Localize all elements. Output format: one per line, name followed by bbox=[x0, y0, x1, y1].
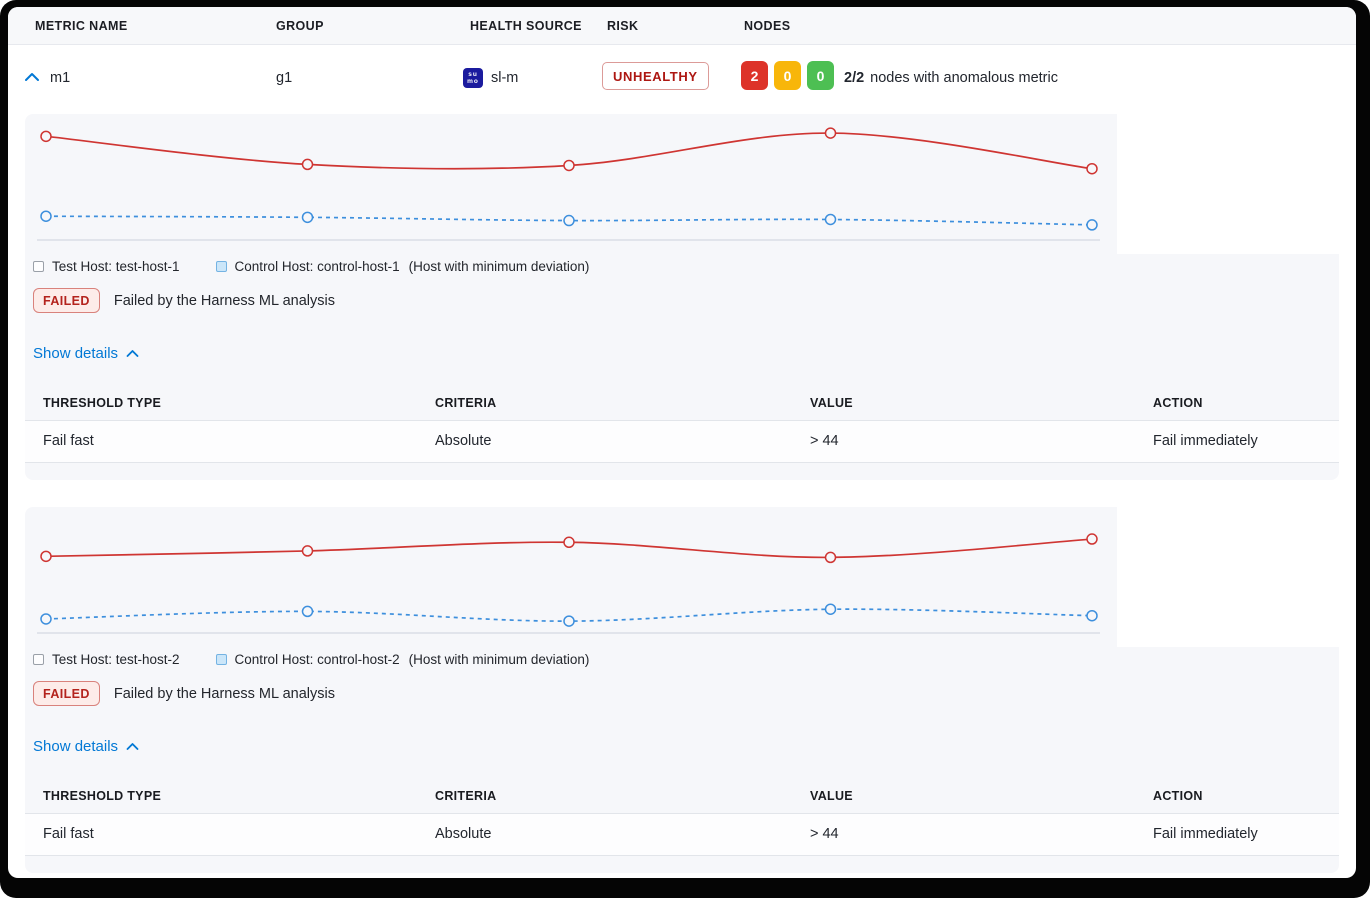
column-health-source: HEALTH SOURCE bbox=[470, 19, 582, 33]
chart-legend-2: Test Host: test-host-2 Control Host: con… bbox=[33, 649, 1339, 669]
test-host-legend-checkbox[interactable] bbox=[33, 653, 44, 665]
failed-badge: FAILED bbox=[33, 681, 100, 706]
threshold-details-table-1: THRESHOLD TYPE CRITERIA VALUE ACTION Fai… bbox=[25, 385, 1339, 463]
analysis-status-row-1: FAILED Failed by the Harness ML analysis bbox=[33, 287, 1339, 314]
show-details-label: Show details bbox=[33, 737, 119, 755]
threshold-table-header: THRESHOLD TYPE CRITERIA VALUE ACTION bbox=[25, 385, 1339, 421]
risk-badge-unhealthy: UNHEALTHY bbox=[602, 62, 709, 90]
cell-value: > 44 bbox=[810, 826, 839, 842]
metric-timeseries-chart-1[interactable] bbox=[25, 114, 1117, 254]
metric-analysis-panel: METRIC NAME GROUP HEALTH SOURCE RISK NOD… bbox=[8, 7, 1356, 878]
minimum-deviation-note: (Host with minimum deviation) bbox=[408, 651, 590, 667]
analysis-reason-text: Failed by the Harness ML analysis bbox=[113, 685, 335, 702]
chart-wrap-1 bbox=[25, 114, 1117, 254]
control-host-legend-label: Control Host: control-host-1 bbox=[234, 258, 400, 274]
column-risk: RISK bbox=[607, 19, 639, 33]
test-host-legend-label: Test Host: test-host-2 bbox=[52, 651, 180, 667]
metric-row[interactable]: m1 g1 su mo sl-m UNHEALTHY 2 0 0 2/2 node… bbox=[8, 45, 1356, 111]
header-value: VALUE bbox=[810, 789, 853, 803]
cell-action: Fail immediately bbox=[1153, 826, 1258, 842]
sumo-icon-line-top: su bbox=[468, 71, 478, 78]
group-value: g1 bbox=[276, 70, 293, 86]
analysis-status-row-2: FAILED Failed by the Harness ML analysis bbox=[33, 680, 1339, 707]
column-nodes: NODES bbox=[744, 19, 791, 33]
threshold-details-table-2: THRESHOLD TYPE CRITERIA VALUE ACTION Fai… bbox=[25, 778, 1339, 856]
node-count-unhealthy-badge: 2 bbox=[741, 61, 768, 90]
threshold-table-header: THRESHOLD TYPE CRITERIA VALUE ACTION bbox=[25, 778, 1339, 814]
health-source-value: sl-m bbox=[491, 70, 519, 86]
metric-timeseries-chart-2[interactable] bbox=[25, 507, 1117, 647]
chart-wrap-2 bbox=[25, 507, 1117, 647]
show-details-label: Show details bbox=[33, 344, 119, 362]
chart-right-whitespace bbox=[1117, 114, 1339, 254]
chevron-up-icon bbox=[126, 349, 139, 357]
node-count-healthy-badge: 0 bbox=[807, 61, 834, 90]
cell-action: Fail immediately bbox=[1153, 433, 1258, 449]
chart-right-whitespace bbox=[1117, 507, 1339, 647]
header-threshold-type: THRESHOLD TYPE bbox=[43, 396, 162, 410]
test-host-legend-checkbox[interactable] bbox=[33, 260, 44, 272]
table-column-header: METRIC NAME GROUP HEALTH SOURCE RISK NOD… bbox=[8, 7, 1356, 45]
threshold-table-row: Fail fast Absolute > 44 Fail immediately bbox=[25, 814, 1339, 856]
minimum-deviation-note: (Host with minimum deviation) bbox=[408, 258, 590, 274]
control-host-legend-label: Control Host: control-host-2 bbox=[234, 651, 400, 667]
control-host-legend-checkbox[interactable] bbox=[215, 653, 227, 665]
header-value: VALUE bbox=[810, 396, 853, 410]
node-count-warning-badge: 0 bbox=[774, 61, 801, 90]
node-analysis-card-2: Test Host: test-host-2 Control Host: con… bbox=[25, 507, 1339, 873]
cell-criteria: Absolute bbox=[435, 433, 492, 449]
header-criteria: CRITERIA bbox=[435, 789, 497, 803]
nodes-summary: 2/2 nodes with anomalous metric bbox=[844, 70, 1058, 86]
sumo-logic-icon: su mo bbox=[463, 68, 483, 88]
cell-threshold-type: Fail fast bbox=[43, 826, 94, 842]
sumo-icon-line-bottom: mo bbox=[467, 78, 479, 85]
column-metric-name: METRIC NAME bbox=[35, 19, 128, 33]
threshold-table-row: Fail fast Absolute > 44 Fail immediately bbox=[25, 421, 1339, 463]
node-analysis-card-1: Test Host: test-host-1 Control Host: con… bbox=[25, 114, 1339, 480]
control-host-legend-checkbox[interactable] bbox=[215, 260, 227, 272]
collapse-chevron-icon[interactable] bbox=[24, 71, 40, 83]
header-action: ACTION bbox=[1153, 789, 1203, 803]
column-group: GROUP bbox=[276, 19, 324, 33]
show-details-toggle-2[interactable]: Show details bbox=[33, 736, 139, 756]
show-details-toggle-1[interactable]: Show details bbox=[33, 343, 139, 363]
test-host-legend-label: Test Host: test-host-1 bbox=[52, 258, 180, 274]
header-threshold-type: THRESHOLD TYPE bbox=[43, 789, 162, 803]
cell-criteria: Absolute bbox=[435, 826, 492, 842]
cell-value: > 44 bbox=[810, 433, 839, 449]
nodes-summary-text: nodes with anomalous metric bbox=[870, 70, 1058, 86]
nodes-ratio: 2/2 bbox=[844, 70, 865, 86]
chart-legend-1: Test Host: test-host-1 Control Host: con… bbox=[33, 256, 1339, 276]
header-action: ACTION bbox=[1153, 396, 1203, 410]
chevron-up-icon bbox=[126, 742, 139, 750]
failed-badge: FAILED bbox=[33, 288, 100, 313]
header-criteria: CRITERIA bbox=[435, 396, 497, 410]
metric-name-value: m1 bbox=[50, 70, 71, 86]
analysis-reason-text: Failed by the Harness ML analysis bbox=[113, 292, 335, 309]
cell-threshold-type: Fail fast bbox=[43, 433, 94, 449]
